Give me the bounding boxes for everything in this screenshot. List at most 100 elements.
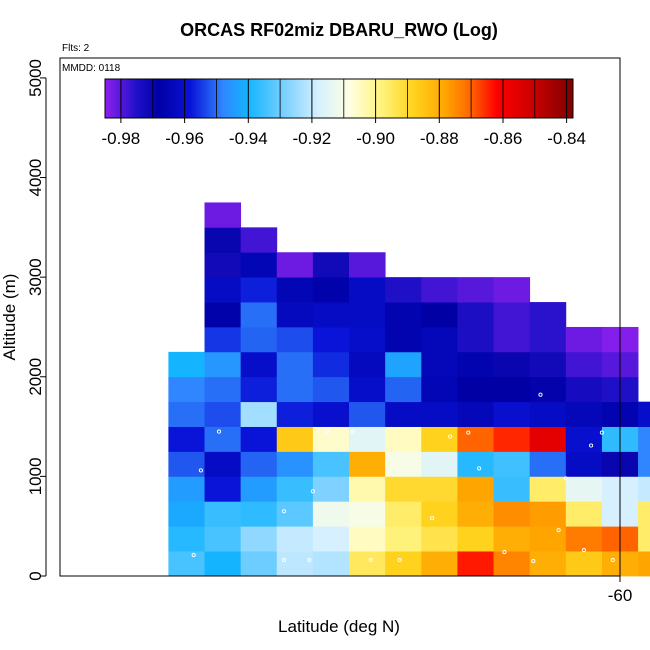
heat-cell [493, 302, 531, 328]
heat-cell [493, 476, 531, 502]
heat-cell [421, 401, 458, 427]
heat-cell [565, 451, 603, 477]
heat-cell [421, 376, 458, 403]
heat-cell [457, 451, 494, 477]
colorbar-tick-label: -0.88 [420, 129, 459, 148]
heat-cell [565, 401, 603, 427]
colorbar-tick-label: -0.96 [165, 129, 204, 148]
flight-marker [430, 516, 435, 521]
heat-cell [529, 326, 567, 353]
y-tick-label: 1000 [26, 457, 45, 495]
heat-cell [168, 501, 205, 527]
heat-cell [638, 426, 650, 452]
heat-cell [168, 526, 205, 552]
flight-marker [397, 558, 402, 563]
heat-cell [204, 476, 242, 502]
heat-cell [493, 277, 531, 303]
heat-cell [385, 476, 422, 502]
heat-cell [240, 376, 278, 403]
heat-cell [349, 252, 386, 278]
heat-cell [529, 451, 567, 477]
heat-cell [312, 476, 350, 502]
heat-cell [457, 302, 494, 328]
heat-cell [385, 277, 422, 303]
heat-cell [421, 501, 458, 527]
heat-cell [421, 426, 458, 452]
heat-cell [493, 326, 531, 353]
colorbar-tick-label: -0.84 [547, 129, 586, 148]
flight-marker [466, 430, 471, 435]
heat-cell [204, 401, 242, 427]
heat-cell [204, 227, 242, 253]
flight-marker [563, 476, 568, 481]
heat-cell [529, 551, 567, 577]
heat-cell [168, 551, 205, 577]
heat-cell [240, 476, 278, 502]
heat-cell [240, 426, 278, 452]
y-tick-label: 4000 [26, 159, 45, 197]
heat-cell [457, 551, 494, 577]
heat-cell [276, 302, 314, 328]
heat-cell [240, 501, 278, 527]
heat-cell [565, 501, 603, 527]
flight-marker [556, 528, 561, 533]
heat-cell [529, 426, 567, 452]
colorbar-tick-label: -0.92 [293, 129, 332, 148]
heat-cell [349, 476, 386, 502]
heat-cell [276, 476, 314, 502]
flight-marker [126, 530, 131, 535]
flight-marker [144, 358, 149, 363]
heat-cell [421, 302, 458, 328]
flight-marker [159, 558, 164, 563]
heat-cell [240, 526, 278, 552]
flight-marker [589, 443, 594, 448]
heat-cell [276, 401, 314, 427]
heat-cell [385, 302, 422, 328]
heat-cell [565, 426, 603, 452]
heat-cell [457, 277, 494, 303]
heat-cell [385, 401, 422, 427]
heat-cell [493, 526, 531, 552]
heat-cell [638, 401, 650, 427]
heat-cell [349, 351, 386, 378]
heat-cell [168, 376, 205, 403]
flight-markers [104, 272, 615, 564]
flight-marker [191, 553, 196, 558]
flight-marker [281, 558, 287, 563]
heat-cell [638, 526, 650, 552]
y-axis: 0 1000 2000 3000 4000 5000 [26, 59, 47, 581]
flight-marker [216, 429, 222, 434]
flight-marker [599, 430, 604, 435]
heat-cell [204, 277, 242, 303]
flight-marker [188, 272, 193, 277]
flight-marker [448, 434, 453, 439]
heat-cell [312, 326, 350, 353]
heat-cell [240, 326, 278, 353]
colorbar-tick-label: -0.90 [356, 129, 395, 148]
heat-cell [312, 501, 350, 527]
heat-cell [349, 526, 386, 552]
heat-cell [529, 351, 567, 378]
heat-cell [565, 476, 603, 502]
y-tick-label: 3000 [26, 258, 45, 296]
heat-cell [240, 302, 278, 328]
heat-cell [638, 501, 650, 527]
flight-marker [538, 392, 543, 397]
y-tick-label: 5000 [26, 59, 45, 97]
heat-cell [565, 526, 603, 552]
colorbar-tick-label: -0.94 [229, 129, 268, 148]
heat-cell [457, 426, 494, 452]
heat-cell [276, 551, 314, 577]
heat-cell [457, 376, 494, 403]
heat-cell [457, 476, 494, 502]
heat-cell [457, 326, 494, 353]
heat-cell [168, 426, 205, 452]
heat-cell [168, 476, 205, 502]
heat-cell [529, 401, 567, 427]
flight-marker [531, 559, 536, 564]
flights-annotation: Flts: 2 [62, 43, 90, 54]
heat-cell [204, 451, 242, 477]
colorbar-tick-label: -0.86 [484, 129, 523, 148]
heat-cell [421, 351, 458, 378]
heat-cell [385, 526, 422, 552]
